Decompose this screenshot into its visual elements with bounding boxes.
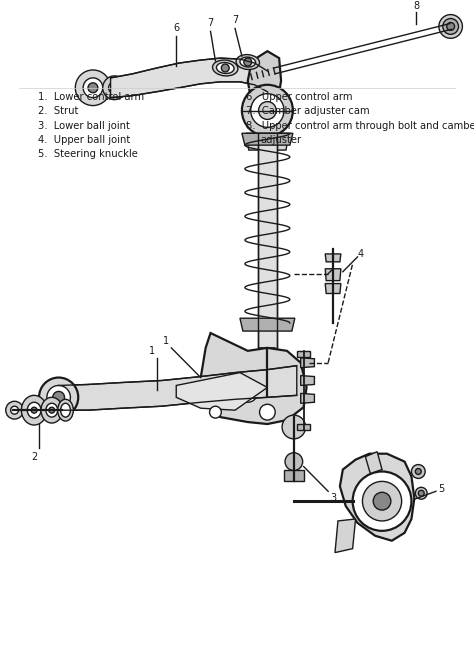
Circle shape xyxy=(415,488,427,499)
Circle shape xyxy=(10,406,18,414)
Text: 1: 1 xyxy=(163,336,169,346)
Polygon shape xyxy=(260,348,275,363)
Text: 7: 7 xyxy=(208,19,214,29)
Polygon shape xyxy=(240,318,295,331)
Ellipse shape xyxy=(217,63,234,73)
Circle shape xyxy=(244,58,252,66)
Circle shape xyxy=(260,404,275,420)
Text: 5.  Steering knuckle: 5. Steering knuckle xyxy=(38,149,138,159)
Circle shape xyxy=(83,78,103,97)
Polygon shape xyxy=(325,254,341,262)
Text: 7: 7 xyxy=(232,15,238,25)
Ellipse shape xyxy=(46,404,58,417)
Circle shape xyxy=(439,15,463,38)
Circle shape xyxy=(109,82,120,93)
Ellipse shape xyxy=(61,404,71,417)
Text: 4.  Upper ball joint: 4. Upper ball joint xyxy=(38,135,130,145)
Circle shape xyxy=(285,453,303,470)
Text: 5: 5 xyxy=(438,484,444,494)
Polygon shape xyxy=(284,470,304,482)
Circle shape xyxy=(238,382,257,402)
Circle shape xyxy=(75,70,110,105)
Polygon shape xyxy=(246,133,289,150)
Circle shape xyxy=(258,101,276,119)
Polygon shape xyxy=(297,351,310,357)
Ellipse shape xyxy=(212,60,238,76)
Polygon shape xyxy=(242,133,293,145)
Text: 6: 6 xyxy=(173,23,179,33)
Polygon shape xyxy=(176,373,267,410)
Text: 3.  Lower ball joint: 3. Lower ball joint xyxy=(38,121,130,131)
Ellipse shape xyxy=(21,396,47,425)
Text: 2: 2 xyxy=(31,452,37,462)
Text: 8: 8 xyxy=(413,1,419,11)
Circle shape xyxy=(221,64,229,72)
Ellipse shape xyxy=(240,57,255,67)
Circle shape xyxy=(39,378,78,417)
Circle shape xyxy=(415,468,421,474)
Polygon shape xyxy=(325,283,341,293)
Polygon shape xyxy=(257,133,277,348)
Circle shape xyxy=(210,406,221,418)
Text: 3: 3 xyxy=(330,494,336,504)
Polygon shape xyxy=(248,51,281,111)
Text: 7.  Camber adjuster cam: 7. Camber adjuster cam xyxy=(246,106,370,116)
Text: 1: 1 xyxy=(148,346,155,356)
Circle shape xyxy=(243,388,253,398)
Ellipse shape xyxy=(58,400,73,421)
Text: 2.  Strut: 2. Strut xyxy=(38,106,78,116)
Polygon shape xyxy=(340,454,414,541)
Circle shape xyxy=(447,23,455,31)
Text: adjuster: adjuster xyxy=(261,135,302,145)
Polygon shape xyxy=(59,366,297,410)
Polygon shape xyxy=(301,394,314,404)
Text: 1.  Lower control arm: 1. Lower control arm xyxy=(38,92,144,102)
Polygon shape xyxy=(201,333,307,424)
Ellipse shape xyxy=(41,398,63,423)
Circle shape xyxy=(353,472,411,531)
Circle shape xyxy=(363,482,401,521)
Polygon shape xyxy=(301,376,314,386)
Circle shape xyxy=(103,76,126,99)
Circle shape xyxy=(47,386,71,409)
Polygon shape xyxy=(325,269,341,281)
Polygon shape xyxy=(297,424,310,430)
Text: 8.  Upper control arm through bolt and camber: 8. Upper control arm through bolt and ca… xyxy=(246,121,474,131)
Circle shape xyxy=(251,93,284,127)
Polygon shape xyxy=(335,519,356,552)
Circle shape xyxy=(411,465,425,478)
Circle shape xyxy=(6,402,23,419)
Circle shape xyxy=(418,490,424,496)
Polygon shape xyxy=(110,58,267,97)
Circle shape xyxy=(282,415,306,439)
Ellipse shape xyxy=(236,55,259,69)
Circle shape xyxy=(443,19,458,35)
Circle shape xyxy=(242,85,293,136)
Circle shape xyxy=(88,83,98,93)
Polygon shape xyxy=(301,358,314,368)
Circle shape xyxy=(53,392,64,404)
Circle shape xyxy=(31,408,37,413)
Ellipse shape xyxy=(27,402,41,418)
Circle shape xyxy=(49,408,55,413)
Text: 6.  Upper control arm: 6. Upper control arm xyxy=(246,92,353,102)
Circle shape xyxy=(373,492,391,510)
Text: 4: 4 xyxy=(357,249,364,259)
Polygon shape xyxy=(365,452,382,474)
